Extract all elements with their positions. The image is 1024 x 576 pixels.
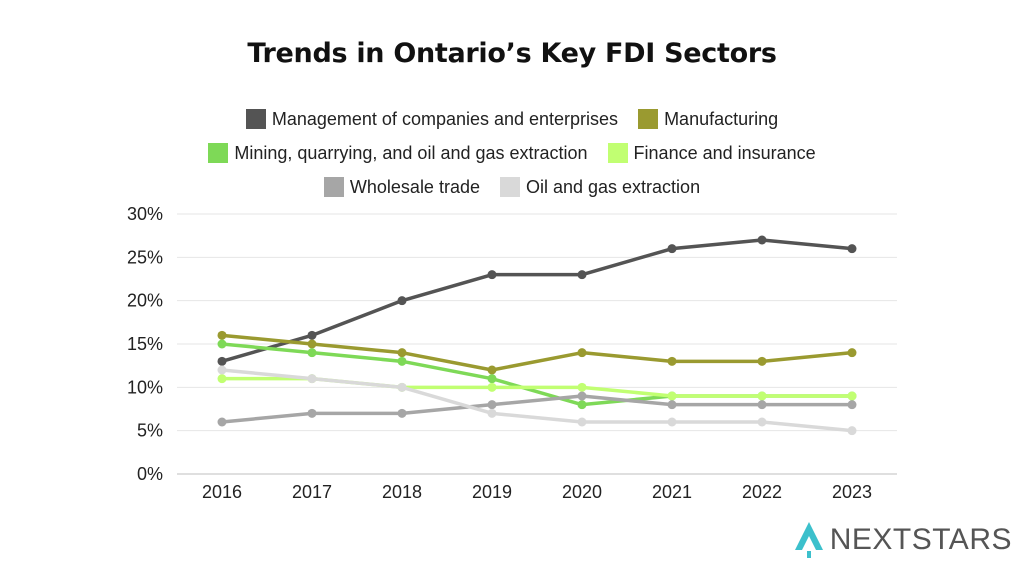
- series-line: [220, 368, 854, 433]
- x-tick-label: 2017: [292, 482, 332, 502]
- legend-swatch: [245, 109, 266, 129]
- data-point: [577, 417, 587, 427]
- data-point: [577, 348, 587, 358]
- data-point: [757, 235, 767, 245]
- x-tick-label: 2020: [562, 482, 602, 502]
- data-point: [307, 339, 317, 349]
- data-point: [847, 426, 857, 436]
- brand-logo: NEXTSTARS: [792, 520, 1012, 560]
- data-point: [487, 365, 497, 375]
- legend-item: Mining, quarrying, and oil and gas extra…: [208, 142, 588, 164]
- legend-label: Mining, quarrying, and oil and gas extra…: [234, 142, 588, 163]
- data-point: [667, 356, 677, 366]
- data-point: [397, 382, 407, 392]
- data-point: [217, 339, 227, 349]
- legend-item: Oil and gas extraction: [499, 176, 701, 198]
- data-point: [307, 374, 317, 384]
- x-tick-label: 2021: [652, 482, 692, 502]
- data-point: [847, 400, 857, 410]
- series-line: [220, 238, 854, 364]
- legend-swatch: [607, 143, 628, 163]
- legend-label: Finance and insurance: [633, 142, 816, 163]
- data-point: [217, 356, 227, 366]
- data-point: [577, 400, 587, 410]
- y-tick-label: 10%: [127, 377, 163, 397]
- legend-row: Mining, quarrying, and oil and gas extra…: [208, 142, 816, 164]
- chart-legend: Management of companies and enterprises M…: [0, 108, 1024, 198]
- legend-item: Manufacturing: [638, 109, 778, 130]
- data-point: [487, 400, 497, 410]
- data-point: [397, 296, 407, 306]
- data-point: [757, 391, 767, 401]
- legend-swatch: [638, 109, 659, 129]
- data-point: [847, 391, 857, 401]
- legend-swatch: [208, 143, 229, 163]
- data-point: [487, 270, 497, 280]
- x-tick-label: 2019: [472, 482, 512, 502]
- data-point: [397, 348, 407, 358]
- data-point: [217, 374, 227, 384]
- data-point: [487, 408, 497, 418]
- data-point: [487, 382, 497, 392]
- legend-label: Wholesale trade: [349, 176, 480, 197]
- data-point: [217, 365, 227, 375]
- data-point: [577, 382, 587, 392]
- data-point: [847, 348, 857, 358]
- data-point: [397, 356, 407, 366]
- series-line: [220, 394, 854, 424]
- chart-title: Trends in Ontario’s Key FDI Sectors: [247, 38, 777, 69]
- series-line: [220, 333, 854, 372]
- data-point: [487, 374, 497, 384]
- x-tick-label: 2022: [742, 482, 782, 502]
- data-point: [307, 330, 317, 340]
- legend-swatch: [499, 177, 520, 197]
- legend-label: Management of companies and enterprises: [271, 108, 619, 129]
- y-tick-label: 25%: [127, 247, 163, 267]
- data-point: [577, 391, 587, 401]
- data-point: [757, 400, 767, 410]
- data-point: [307, 408, 317, 418]
- legend-item: Management of companies and enterprises: [245, 108, 619, 130]
- data-point: [757, 417, 767, 427]
- legend-row: Wholesale trade Oil and gas extraction: [323, 176, 701, 198]
- legend-item: Wholesale trade: [323, 176, 480, 198]
- y-tick-label: 15%: [127, 334, 163, 354]
- data-point: [217, 417, 227, 427]
- legend-label: Oil and gas extraction: [525, 176, 701, 197]
- legend-label: Manufacturing: [664, 108, 779, 129]
- data-point: [307, 348, 317, 358]
- data-point: [757, 356, 767, 366]
- data-point: [217, 330, 227, 340]
- data-point: [847, 244, 857, 254]
- brand-name: NEXTSTARS: [829, 523, 1012, 556]
- data-point: [667, 417, 677, 427]
- y-tick-label: 30%: [127, 204, 163, 224]
- y-tick-label: 0%: [137, 464, 163, 484]
- data-point: [577, 270, 587, 280]
- y-tick-label: 20%: [127, 291, 163, 311]
- legend-item: Finance and insurance: [607, 142, 816, 164]
- x-tick-label: 2018: [382, 482, 422, 502]
- x-tick-label: 2016: [202, 482, 242, 502]
- data-point: [667, 244, 677, 254]
- data-point: [397, 408, 407, 418]
- data-point: [667, 400, 677, 410]
- legend-row: Management of companies and enterprises M…: [245, 108, 778, 130]
- x-tick-label: 2023: [832, 482, 872, 502]
- y-tick-label: 5%: [137, 421, 163, 441]
- legend-swatch: [323, 177, 344, 197]
- data-point: [667, 391, 677, 401]
- rocket-icon: [794, 522, 823, 558]
